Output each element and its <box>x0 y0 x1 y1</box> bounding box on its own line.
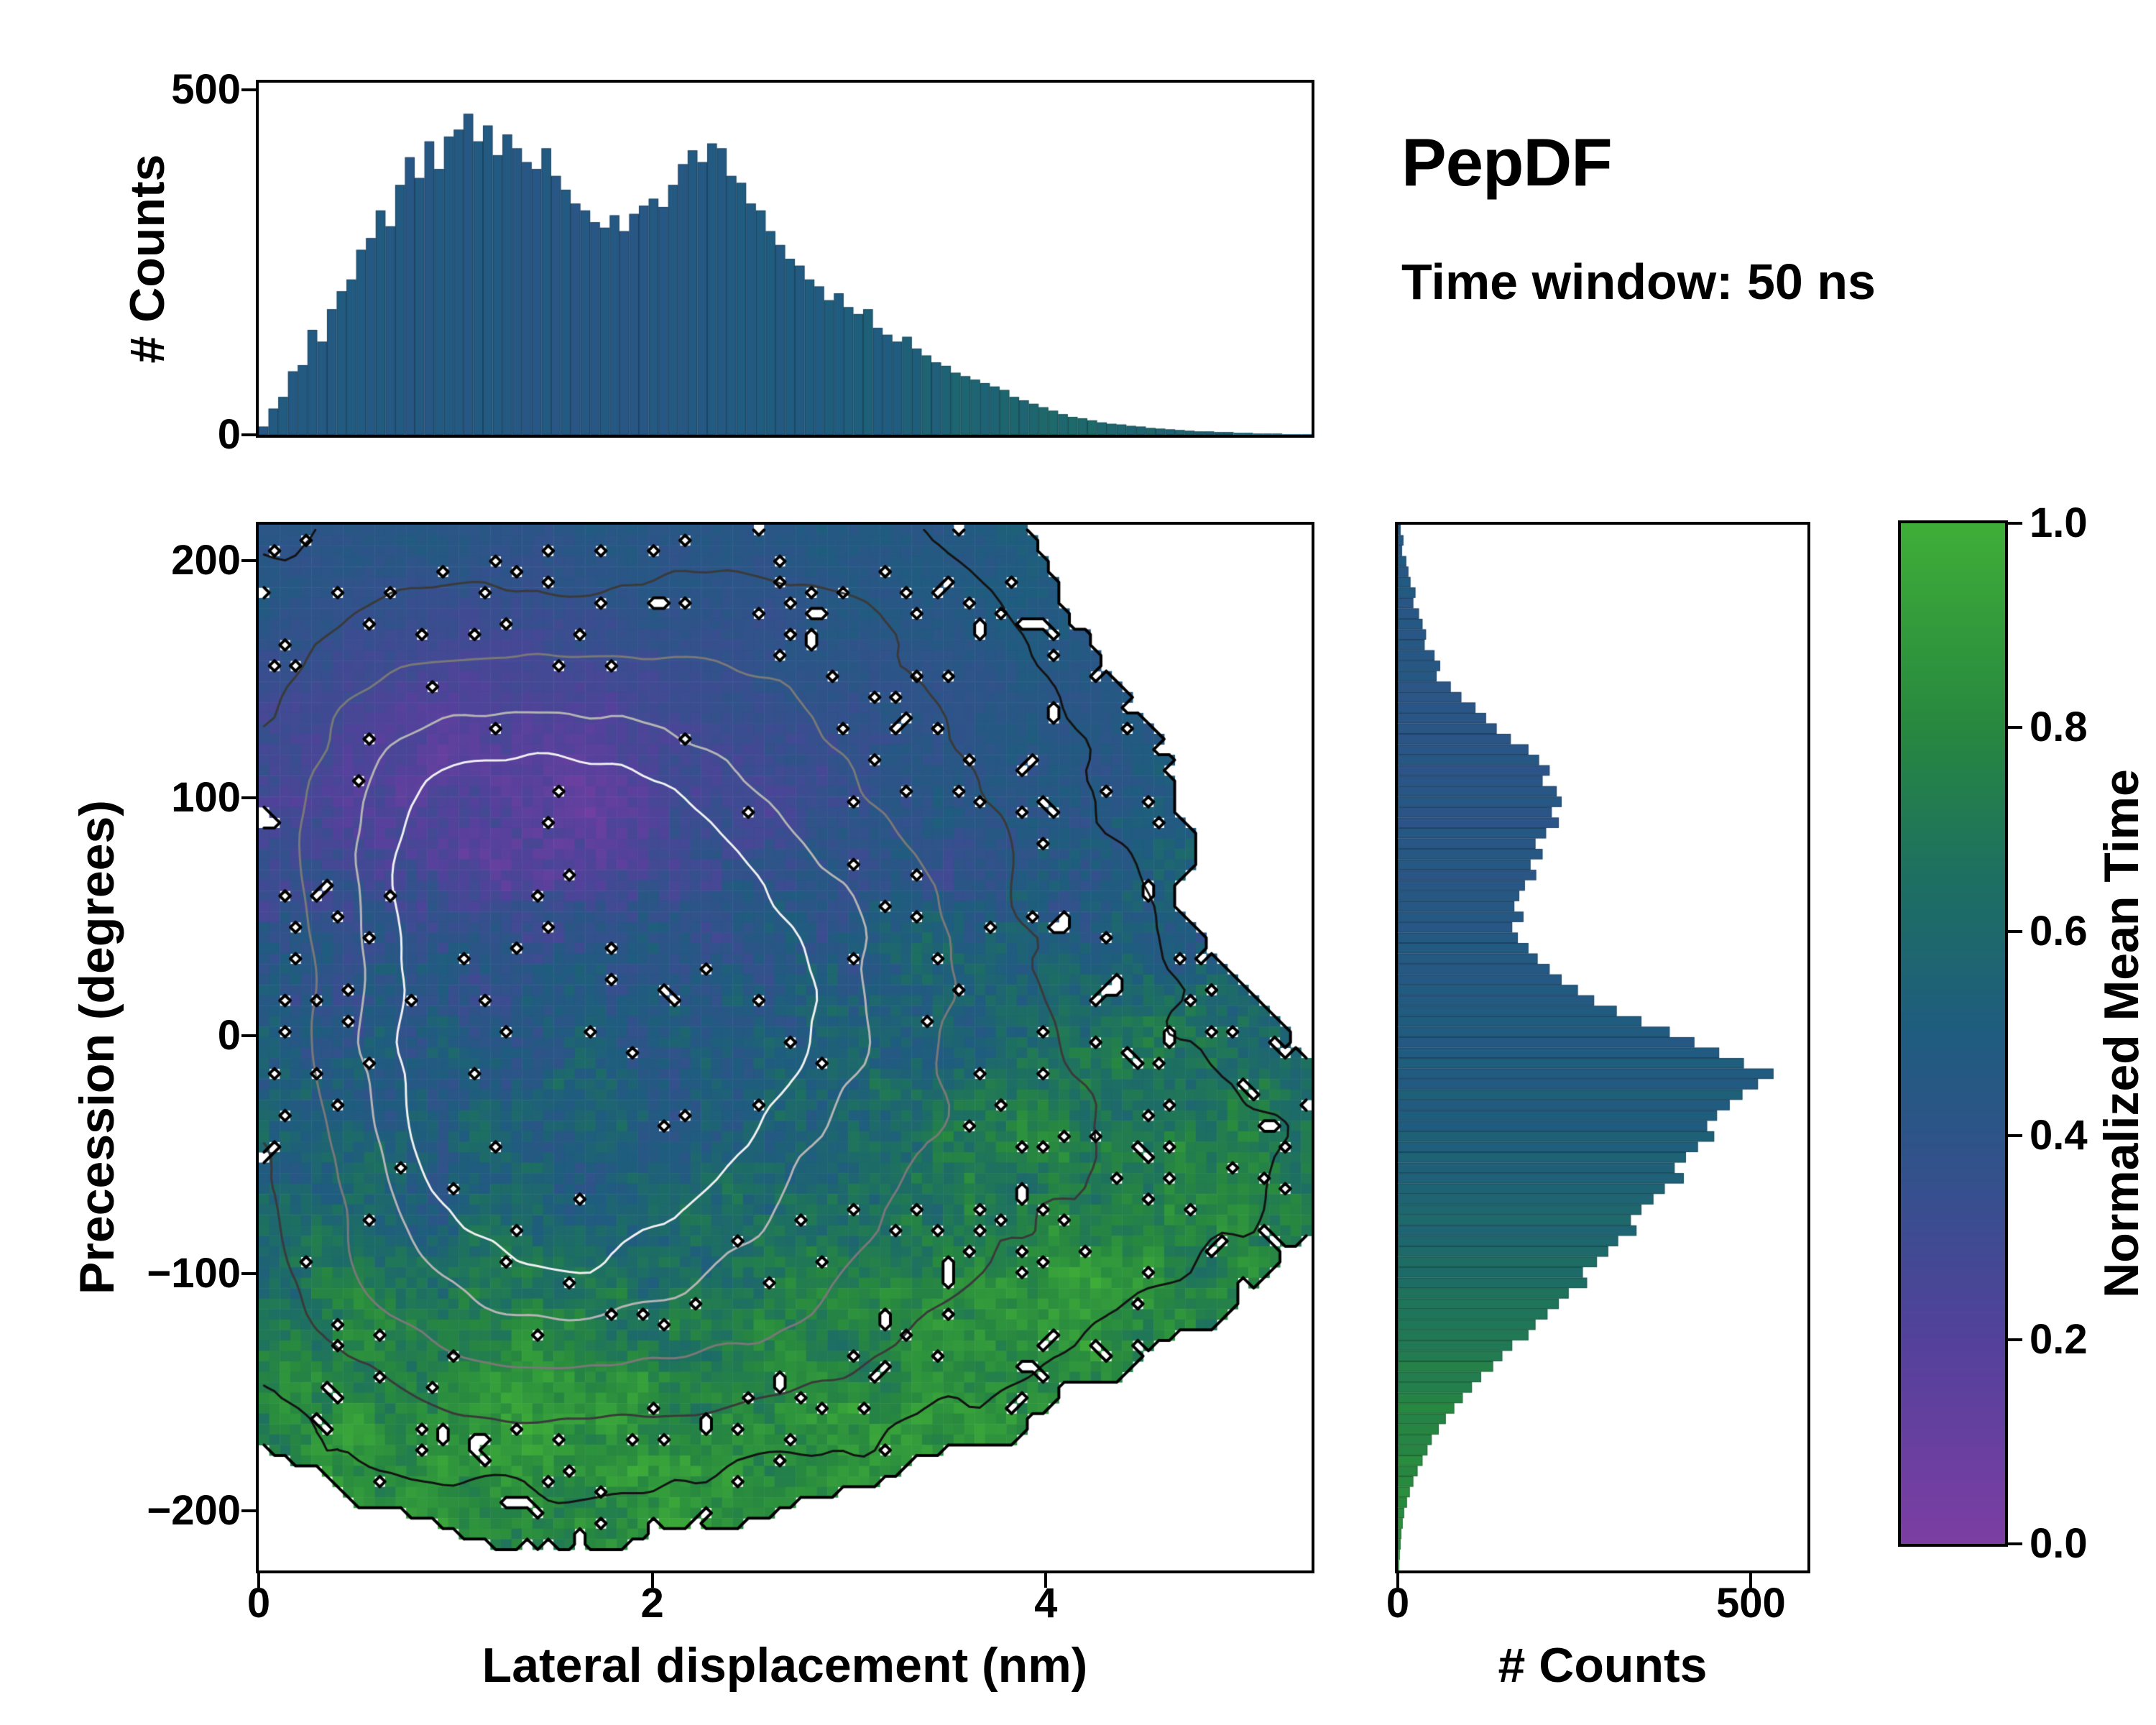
main-xtick <box>1044 1573 1048 1588</box>
right-histogram-canvas <box>1398 525 1807 1570</box>
colorbar-tick-label: 0.4 <box>2030 1112 2088 1159</box>
main-xtick-label: 2 <box>640 1580 664 1627</box>
colorbar-tick-label: 0.6 <box>2030 908 2088 954</box>
colorbar-tick <box>2008 726 2022 729</box>
main-ytick <box>241 1271 256 1275</box>
main-xtick <box>257 1573 260 1588</box>
main-ytick-label: 0 <box>217 1011 241 1059</box>
top-hist-ytick <box>241 88 256 91</box>
main-xlabel: Lateral displacement (nm) <box>482 1638 1088 1693</box>
main-ytick <box>241 558 256 562</box>
right-hist-xtick <box>1396 1573 1399 1588</box>
main-xtick-label: 0 <box>247 1580 271 1627</box>
main-xtick <box>650 1573 654 1588</box>
top-hist-ytick-label: 0 <box>217 411 241 458</box>
colorbar-label: Normalized Mean Time <box>2094 769 2149 1298</box>
colorbar-tick-label: 0.2 <box>2030 1316 2088 1363</box>
main-ytick <box>241 1509 256 1513</box>
main-ytick-label: −200 <box>147 1487 241 1535</box>
main-ytick-label: 200 <box>171 536 241 584</box>
right-histogram-panel <box>1395 522 1810 1573</box>
top-histogram-canvas <box>259 83 1312 435</box>
top-hist-ytick-label: 500 <box>171 65 241 113</box>
colorbar-panel <box>1898 520 2008 1547</box>
colorbar-tick-label: 1.0 <box>2030 500 2088 546</box>
right-hist-xtick-label: 500 <box>1715 1580 1786 1627</box>
joint-density-canvas <box>259 525 1312 1570</box>
right-hist-xtick-label: 0 <box>1386 1580 1410 1627</box>
colorbar-tick <box>2008 1134 2022 1137</box>
main-xtick-label: 4 <box>1034 1580 1058 1627</box>
right-hist-xlabel: # Counts <box>1498 1638 1708 1693</box>
colorbar-tick-label: 0.8 <box>2030 704 2088 750</box>
main-ytick-label: −100 <box>147 1249 241 1297</box>
colorbar-tick <box>2008 930 2022 933</box>
top-histogram-panel <box>256 80 1314 438</box>
colorbar-tick <box>2008 1338 2022 1341</box>
main-ytick-label: 100 <box>171 774 241 822</box>
figure-title: PepDF <box>1401 124 1613 200</box>
right-hist-xtick <box>1749 1573 1753 1588</box>
colorbar-canvas <box>1901 523 2005 1544</box>
figure-subtitle: Time window: 50 ns <box>1401 254 1876 310</box>
main-ytick <box>241 796 256 800</box>
colorbar-tick <box>2008 1542 2022 1545</box>
colorbar-tick <box>2008 522 2022 525</box>
top-hist-ytick <box>241 433 256 436</box>
top-hist-ylabel: # Counts <box>120 154 175 364</box>
main-ytick <box>241 1034 256 1037</box>
colorbar-tick-label: 0.0 <box>2030 1520 2088 1567</box>
joint-density-panel <box>256 522 1314 1573</box>
